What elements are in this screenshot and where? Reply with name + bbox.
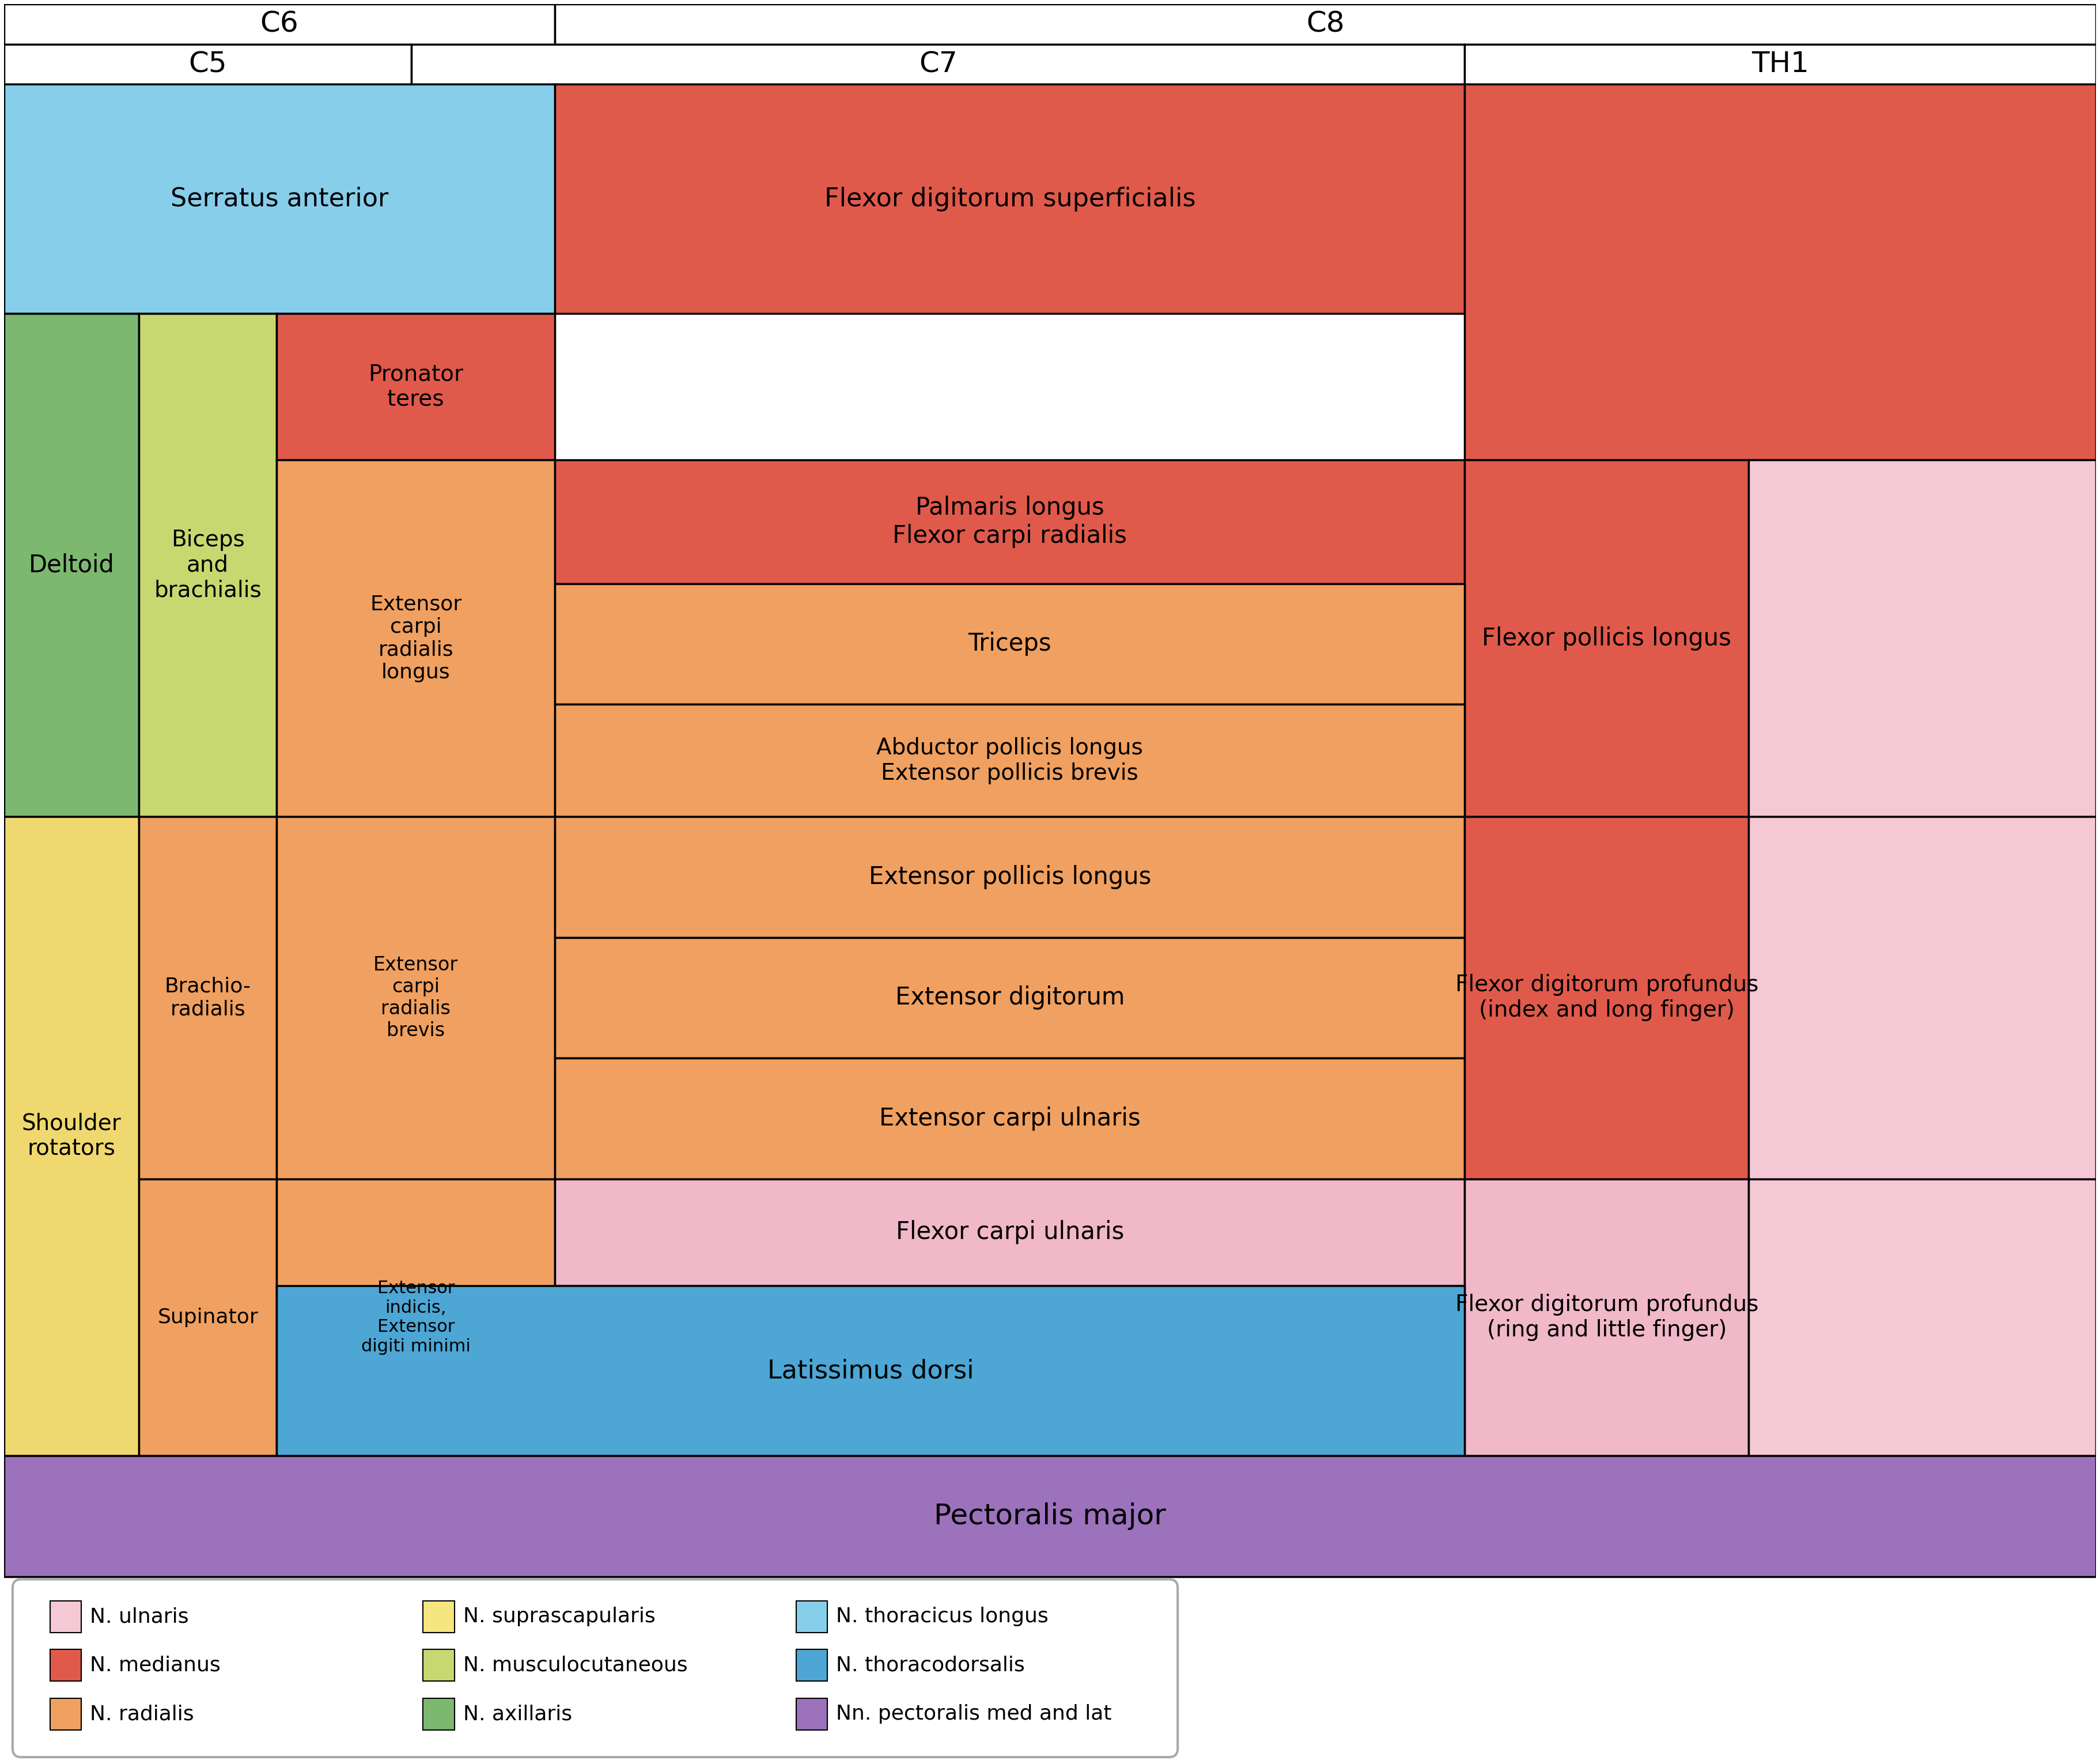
Text: N. musculocutaneous: N. musculocutaneous xyxy=(464,1656,687,1676)
Bar xyxy=(4,4,554,44)
Text: Brachio-
radialis: Brachio- radialis xyxy=(164,977,252,1020)
Bar xyxy=(796,1649,827,1681)
Bar xyxy=(4,1455,2096,1577)
Bar xyxy=(139,817,277,1178)
Text: C6: C6 xyxy=(260,11,298,37)
Text: Supinator: Supinator xyxy=(158,1307,258,1327)
Bar xyxy=(1464,460,1749,817)
Bar xyxy=(1464,85,2096,460)
Bar xyxy=(50,1600,82,1632)
Text: N. ulnaris: N. ulnaris xyxy=(90,1607,189,1626)
Bar xyxy=(277,1286,1464,1455)
Text: Extensor
carpi
radialis
longus: Extensor carpi radialis longus xyxy=(370,594,462,683)
Text: N. radialis: N. radialis xyxy=(90,1704,193,1723)
Bar xyxy=(139,1178,277,1455)
Text: Serratus anterior: Serratus anterior xyxy=(170,187,389,212)
Text: Extensor carpi ulnaris: Extensor carpi ulnaris xyxy=(880,1106,1140,1131)
Bar xyxy=(1464,44,2096,85)
Text: Shoulder
rotators: Shoulder rotators xyxy=(21,1113,122,1161)
Bar xyxy=(4,314,139,817)
Bar xyxy=(554,704,1464,817)
Bar xyxy=(554,4,2096,44)
Bar xyxy=(796,1600,827,1632)
Text: Flexor digitorum superficialis: Flexor digitorum superficialis xyxy=(823,187,1195,212)
Text: Latissimus dorsi: Latissimus dorsi xyxy=(766,1358,974,1383)
Text: N. axillaris: N. axillaris xyxy=(464,1704,571,1723)
Text: Extensor pollicis longus: Extensor pollicis longus xyxy=(869,864,1151,889)
Text: N. suprascapularis: N. suprascapularis xyxy=(464,1607,655,1626)
Bar xyxy=(412,44,1464,85)
Bar xyxy=(554,1178,1464,1286)
Bar xyxy=(1749,460,2096,817)
Text: Flexor digitorum profundus
(ring and little finger): Flexor digitorum profundus (ring and lit… xyxy=(1455,1293,1758,1341)
Bar xyxy=(277,1178,554,1455)
Bar xyxy=(554,85,1464,314)
Bar xyxy=(277,314,554,460)
Bar xyxy=(422,1649,454,1681)
Text: Abductor pollicis longus
Extensor pollicis brevis: Abductor pollicis longus Extensor pollic… xyxy=(876,737,1142,785)
Text: C7: C7 xyxy=(920,51,958,78)
Text: Palmaris longus
Flexor carpi radialis: Palmaris longus Flexor carpi radialis xyxy=(893,496,1128,549)
Bar xyxy=(1749,817,2096,1178)
Text: Pectoralis major: Pectoralis major xyxy=(935,1503,1166,1529)
Bar xyxy=(422,1600,454,1632)
Bar xyxy=(4,85,554,314)
Text: Flexor digitorum profundus
(index and long finger): Flexor digitorum profundus (index and lo… xyxy=(1455,974,1758,1021)
Bar xyxy=(1464,817,1749,1178)
Text: C5: C5 xyxy=(189,51,227,78)
Bar xyxy=(50,1649,82,1681)
Bar xyxy=(50,1699,82,1730)
Text: TH1: TH1 xyxy=(1751,51,1808,78)
Text: Extensor digitorum: Extensor digitorum xyxy=(895,986,1126,1011)
Bar xyxy=(4,817,139,1455)
Text: Nn. pectoralis med and lat: Nn. pectoralis med and lat xyxy=(836,1704,1111,1723)
Text: Extensor
indicis,
Extensor
digiti minimi: Extensor indicis, Extensor digiti minimi xyxy=(361,1281,470,1355)
Text: Extensor
carpi
radialis
brevis: Extensor carpi radialis brevis xyxy=(374,956,458,1041)
Bar xyxy=(554,937,1464,1058)
Text: Biceps
and
brachialis: Biceps and brachialis xyxy=(153,529,262,602)
Bar xyxy=(554,1058,1464,1178)
Bar xyxy=(1749,1178,2096,1455)
Text: Deltoid: Deltoid xyxy=(29,552,113,577)
Text: Flexor pollicis longus: Flexor pollicis longus xyxy=(1483,626,1730,651)
Bar xyxy=(554,817,1464,937)
Text: N. thoracicus longus: N. thoracicus longus xyxy=(836,1607,1048,1626)
Text: C8: C8 xyxy=(1306,11,1344,37)
Bar xyxy=(796,1699,827,1730)
Bar xyxy=(554,584,1464,704)
Bar xyxy=(277,817,554,1178)
Text: Triceps: Triceps xyxy=(968,632,1052,656)
FancyBboxPatch shape xyxy=(13,1579,1178,1757)
Bar xyxy=(277,460,554,817)
Text: N. medianus: N. medianus xyxy=(90,1656,221,1676)
Text: Flexor carpi ulnaris: Flexor carpi ulnaris xyxy=(897,1221,1124,1244)
Bar xyxy=(422,1699,454,1730)
Bar xyxy=(139,314,277,817)
Bar xyxy=(1464,1178,1749,1455)
Text: N. thoracodorsalis: N. thoracodorsalis xyxy=(836,1656,1025,1676)
Bar xyxy=(554,460,1464,584)
Text: Pronator
teres: Pronator teres xyxy=(368,363,464,411)
Bar xyxy=(4,44,412,85)
